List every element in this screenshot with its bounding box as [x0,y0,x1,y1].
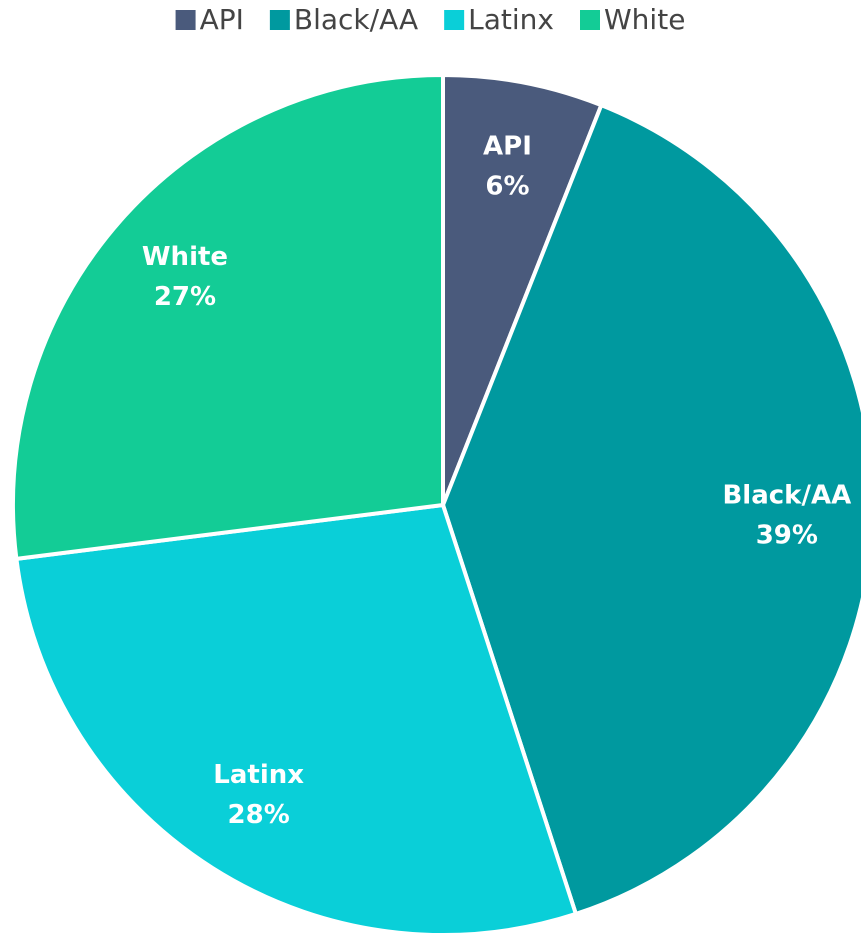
slice-value-label: 27% [154,282,216,312]
legend-label: White [604,3,685,36]
slice-value-label: 28% [228,800,290,830]
legend-label: API [200,3,244,36]
slice-category-label: White [142,242,228,272]
legend-swatch [444,10,465,30]
slice-value-label: 39% [756,520,818,550]
legend-swatch [175,10,196,30]
slice-category-label: API [483,132,532,162]
slice-category-label: Black/AA [722,480,851,510]
pie-slice [14,503,578,937]
slice-category-label: Latinx [213,760,304,790]
legend: API Black/AA Latinx White [175,3,685,36]
pie-slice [441,73,604,507]
legend-swatch [269,10,290,30]
legend-label: Black/AA [294,3,418,36]
pie-slice [441,103,861,916]
legend-label: Latinx [468,3,554,36]
pie-slice [11,73,445,561]
legend-swatch [580,10,600,30]
slice-value-label: 6% [485,172,529,202]
